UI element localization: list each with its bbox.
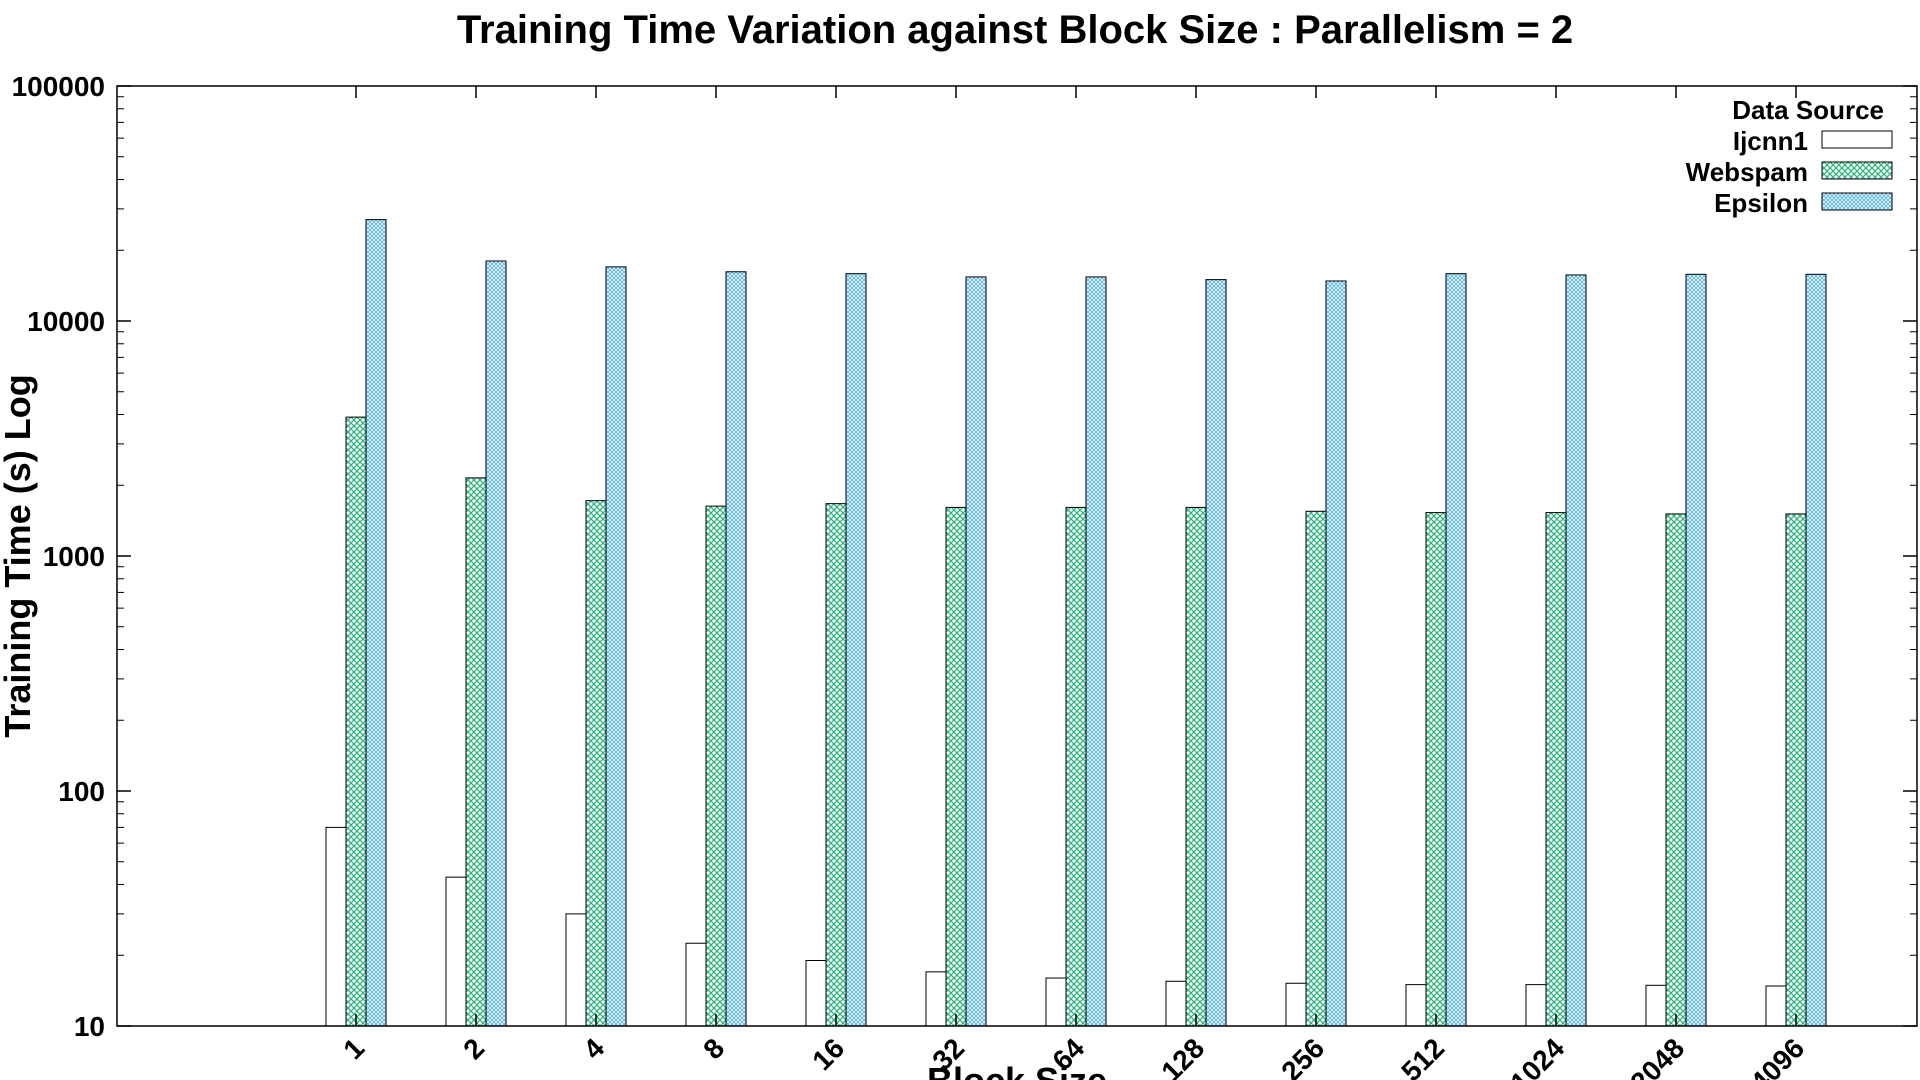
x-tick-label: 2048: [1624, 1032, 1690, 1080]
bars: [325, 219, 1827, 1027]
x-tick-label: 4096: [1744, 1032, 1810, 1080]
y-tick-label: 10: [74, 1011, 105, 1042]
legend-swatch-epsilon: [1821, 192, 1893, 211]
legend-label-webspam: Webspam: [1686, 157, 1808, 187]
bar-ijcnn1-2048: [1645, 984, 1667, 1027]
bar-ijcnn1-128: [1165, 980, 1187, 1027]
y-axis-label: Training Time (s) Log: [0, 374, 38, 737]
bar-ijcnn1-4: [565, 913, 587, 1027]
x-tick-label: 512: [1395, 1032, 1450, 1080]
bar-webspam-1: [345, 416, 367, 1027]
bar-epsilon-1: [365, 219, 387, 1027]
x-tick-label: 256: [1275, 1032, 1330, 1080]
bar-ijcnn1-4096: [1765, 985, 1787, 1027]
bar-epsilon-16: [845, 273, 867, 1027]
bar-ijcnn1-2: [445, 876, 467, 1027]
bar-epsilon-32: [965, 276, 987, 1027]
bar-ijcnn1-256: [1285, 982, 1307, 1027]
bar-webspam-2: [465, 477, 487, 1027]
bar-ijcnn1-16: [805, 959, 827, 1027]
legend-label-ijcnn1: Ijcnn1: [1733, 126, 1808, 156]
x-tick-label: 128: [1155, 1032, 1210, 1080]
y-axis-ticks: 10 100 1000 10000 100000: [12, 71, 1917, 1042]
bar-webspam-512: [1425, 512, 1447, 1027]
bar-webspam-256: [1305, 510, 1327, 1027]
bar-webspam-64: [1065, 506, 1087, 1027]
bar-epsilon-1024: [1565, 274, 1587, 1027]
bar-epsilon-256: [1325, 280, 1347, 1027]
bar-webspam-4096: [1785, 513, 1807, 1027]
x-tick-label: 4: [577, 1032, 610, 1065]
x-tick-label: 8: [697, 1032, 730, 1065]
legend-swatch-webspam: [1821, 161, 1893, 180]
bar-ijcnn1-1024: [1525, 984, 1547, 1027]
bar-ijcnn1-8: [685, 942, 707, 1027]
y-tick-label: 100: [58, 776, 105, 807]
legend-swatch-ijcnn1: [1821, 130, 1893, 149]
x-tick-label: 2: [457, 1032, 490, 1065]
chart-title: Training Time Variation against Block Si…: [457, 8, 1573, 52]
bar-webspam-128: [1185, 506, 1207, 1027]
y-tick-label: 100000: [12, 71, 105, 102]
bar-epsilon-2: [485, 260, 507, 1027]
bar-webspam-1024: [1545, 512, 1567, 1027]
x-tick-label: 16: [806, 1032, 850, 1076]
bar-epsilon-2048: [1685, 273, 1707, 1027]
bar-epsilon-64: [1085, 276, 1107, 1027]
x-tick-label: 1: [337, 1032, 370, 1065]
bar-epsilon-512: [1445, 273, 1467, 1027]
y-tick-label: 10000: [27, 306, 105, 337]
x-axis-label: Block Size: [927, 1060, 1107, 1080]
y-tick-label: 1000: [43, 541, 105, 572]
bar-ijcnn1-512: [1405, 984, 1427, 1027]
bar-webspam-8: [705, 505, 727, 1027]
bar-ijcnn1-32: [925, 971, 947, 1027]
bar-webspam-16: [825, 503, 847, 1027]
bar-epsilon-4096: [1805, 273, 1827, 1027]
bar-webspam-2048: [1665, 513, 1687, 1027]
bar-ijcnn1-64: [1045, 977, 1067, 1027]
bar-webspam-4: [585, 500, 607, 1027]
plot-frame: [116, 85, 1918, 1027]
bar-epsilon-128: [1205, 279, 1227, 1027]
bar-ijcnn1-1: [325, 826, 347, 1027]
x-tick-label: 1024: [1504, 1032, 1570, 1080]
legend-label-epsilon: Epsilon: [1714, 188, 1808, 218]
bar-webspam-32: [945, 506, 967, 1027]
legend-title: Data Source: [1732, 95, 1884, 125]
bar-epsilon-8: [725, 271, 747, 1027]
bar-epsilon-4: [605, 266, 627, 1027]
